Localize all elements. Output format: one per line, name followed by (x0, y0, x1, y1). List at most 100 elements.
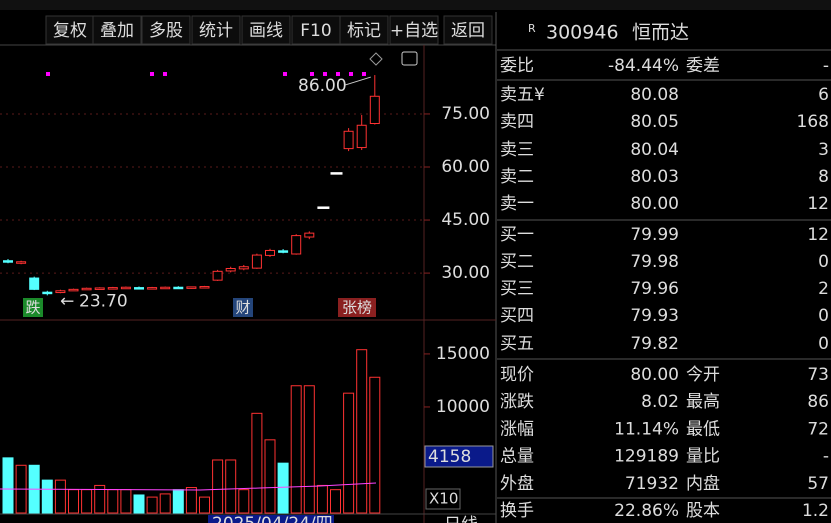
signal-dot (310, 72, 314, 76)
toolbar-button-label[interactable]: 统计 (199, 21, 233, 41)
candle-body (304, 232, 315, 238)
row-label: 卖二 (500, 167, 534, 187)
toolbar-button[interactable] (339, 15, 389, 45)
event-marker-bg (233, 298, 253, 317)
low-arrow: ← (60, 291, 74, 311)
row-value: 12 (807, 225, 829, 245)
row-value: - (823, 447, 829, 467)
row-label: 买二 (500, 252, 534, 272)
toolbar-button-label[interactable]: +自选 (390, 21, 438, 41)
row-value: 80.04 (630, 140, 679, 160)
period-label: 日线 (444, 515, 478, 523)
row-value: 86 (807, 392, 829, 412)
date-label: 2025/04/24/四 (212, 514, 333, 523)
row-value: 79.96 (630, 279, 679, 299)
row-label: 委比 (500, 56, 534, 76)
toolbar-button-label[interactable]: 复权 (53, 21, 87, 41)
row-value: 72 (807, 419, 829, 439)
candle-body (251, 254, 262, 269)
row-label: 买三 (500, 279, 534, 299)
badge: R (528, 22, 536, 35)
candle-body (68, 288, 79, 292)
event-marker[interactable]: 张榜 (342, 299, 372, 317)
window-icon[interactable] (401, 51, 418, 66)
row-label: 涨跌 (500, 392, 534, 412)
scale-box[interactable] (425, 488, 461, 510)
row-label: 买四 (500, 306, 534, 326)
candle-body (369, 95, 380, 125)
toolbar-button[interactable] (389, 15, 439, 45)
row-value: 0 (818, 334, 829, 354)
event-marker-bg (338, 298, 376, 317)
row-label: 买五 (500, 334, 534, 354)
candle-body (107, 287, 118, 290)
date-box (208, 515, 334, 523)
scale-label[interactable]: X10 (429, 490, 458, 508)
row-label: 卖一 (500, 194, 534, 214)
row-label: 换手 (500, 501, 534, 521)
row-value: 80.00 (630, 194, 679, 214)
toolbar-button[interactable] (45, 15, 95, 45)
row-label: 股本 (686, 501, 720, 521)
volume-bar (172, 489, 184, 514)
candle-body (225, 267, 236, 272)
row-label: 最低 (686, 419, 720, 439)
y-tick-label: 75.00 (441, 104, 490, 124)
toolbar-button[interactable] (92, 15, 142, 45)
toolbar-button[interactable] (191, 15, 241, 45)
candle-body (120, 286, 131, 290)
signal-dot (323, 72, 327, 76)
toolbar-button-label[interactable]: 返回 (451, 21, 485, 41)
candle-body (291, 235, 302, 255)
row-value: 80.05 (630, 112, 679, 132)
volume-bar (330, 489, 341, 514)
candle-body (173, 286, 184, 290)
y-tick-label: 10000 (436, 397, 490, 417)
toolbar-button[interactable] (443, 15, 493, 45)
volume-bar (159, 493, 171, 514)
candle-body (186, 286, 197, 289)
y-tick-label: 30.00 (441, 263, 490, 283)
volume-bar (199, 496, 210, 514)
row-value: 80.00 (630, 365, 679, 385)
toolbar-button-label[interactable]: 叠加 (100, 21, 134, 41)
row-label: 内盘 (686, 474, 720, 494)
row-label: 最高 (686, 392, 720, 412)
row-value: 0 (818, 252, 829, 272)
toolbar-button[interactable] (291, 15, 341, 45)
toolbar-button-label[interactable]: 标记 (347, 21, 381, 41)
toolbar-button[interactable] (241, 15, 291, 45)
row-value: 0 (818, 306, 829, 326)
volume-bar (303, 385, 315, 514)
candle-body (147, 287, 158, 290)
candle-body (3, 260, 13, 263)
row-value: 6 (818, 85, 829, 105)
volume-bar (133, 494, 145, 514)
toolbar-button-label[interactable]: 多股 (149, 21, 183, 41)
toolbar-button-label[interactable]: F10 (300, 21, 331, 41)
diamond-icon[interactable] (369, 52, 383, 66)
volume-bar (238, 489, 250, 514)
candle-body (278, 250, 289, 253)
event-marker[interactable]: 跌 (25, 299, 40, 317)
volume-bar (369, 376, 381, 514)
signal-dot (46, 72, 50, 76)
candle-body (81, 287, 92, 291)
volume-bar (120, 489, 132, 514)
row-value: 22.86% (614, 501, 679, 521)
arrow (344, 76, 371, 86)
row-value: - (823, 56, 829, 76)
candle-body (199, 286, 210, 289)
toolbar-button[interactable] (141, 15, 191, 45)
volume-bar (81, 489, 93, 514)
volume-bar (343, 392, 355, 514)
cursor-box (424, 445, 494, 468)
row-label: 量比 (686, 447, 720, 467)
row-value: 79.93 (630, 306, 679, 326)
row-label: 买一 (500, 225, 534, 245)
row-value: 79.98 (630, 252, 679, 272)
toolbar-button-label[interactable]: 画线 (249, 21, 283, 41)
row-label: 卖四 (500, 112, 534, 132)
event-marker[interactable]: 财 (235, 299, 250, 317)
